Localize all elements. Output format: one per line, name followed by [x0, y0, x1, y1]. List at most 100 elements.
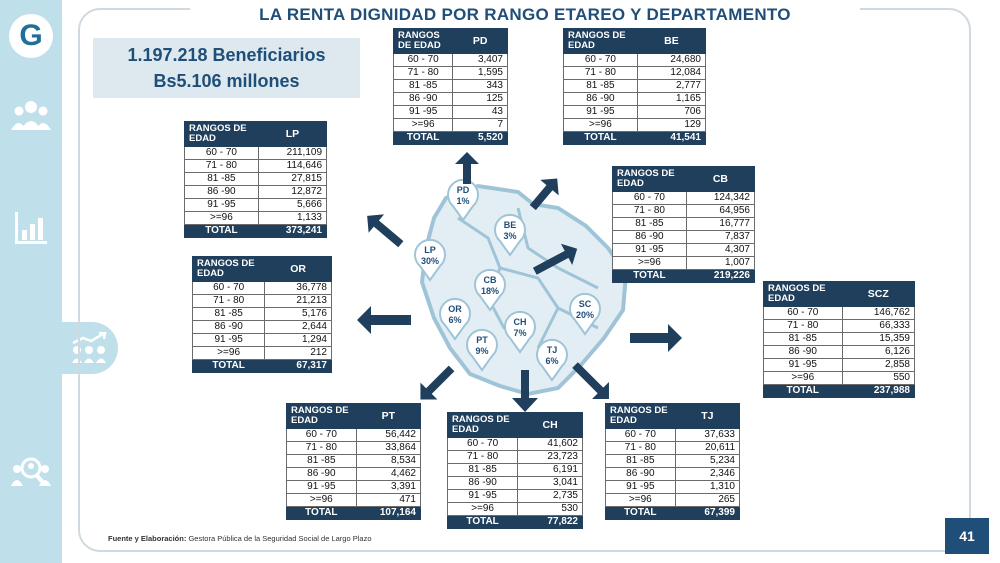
value-cell: 343: [452, 79, 508, 93]
column-header-department: CB: [685, 166, 756, 192]
value-cell: 6,191: [517, 463, 583, 477]
table-row: 81 -85 8,534: [286, 454, 422, 468]
value-cell: 211,109: [257, 146, 328, 160]
arrow-right-up-icon: [532, 243, 578, 275]
value-cell: 12,872: [257, 185, 328, 199]
table-row: 91 -95 1,310: [605, 480, 741, 494]
range-cell: 60 - 70: [563, 53, 638, 67]
bar-chart-icon[interactable]: [8, 205, 54, 251]
value-cell: 124,342: [685, 191, 756, 205]
table-row: 60 - 70 146,762: [763, 306, 916, 320]
marker-code: CB: [484, 275, 497, 285]
range-cell: 71 - 80: [392, 66, 454, 80]
total-row: TOTAL 5,520: [392, 131, 508, 145]
range-cell: 81 -85: [612, 217, 687, 231]
range-cell: 86 -90: [605, 467, 676, 481]
value-cell: 1,133: [257, 211, 328, 225]
value-cell: 23,723: [517, 450, 583, 464]
page-title: LA RENTA DIGNIDAD POR RANGO ETAREO Y DEP…: [190, 5, 860, 25]
source-note: Fuente y Elaboración: Gestora Pública de…: [108, 534, 372, 543]
total-row: TOTAL 373,241: [184, 224, 328, 238]
value-cell: 36,778: [264, 281, 332, 295]
map-marker-or: OR6%: [439, 297, 471, 341]
table-row: 60 - 70 124,342: [612, 191, 756, 205]
value-cell: 66,333: [841, 319, 916, 333]
value-cell: 24,680: [636, 53, 707, 67]
table-row: 81 -85 5,234: [605, 454, 741, 468]
map-marker-ch: CH7%: [504, 310, 536, 354]
range-cell: 71 - 80: [763, 319, 843, 333]
arrow-up-icon: [455, 152, 479, 184]
map-marker-be: BE3%: [494, 213, 526, 257]
total-row: TOTAL 67,399: [605, 506, 741, 520]
range-cell: >=96: [184, 211, 259, 225]
table-row: 91 -95 706: [563, 105, 707, 119]
range-cell: 86 -90: [191, 320, 266, 334]
table-row: 86 -90 4,462: [286, 467, 422, 481]
table-row: >=96 7: [392, 118, 508, 132]
range-cell: 86 -90: [763, 345, 843, 359]
value-cell: 1,310: [674, 480, 741, 494]
logo[interactable]: G: [9, 14, 53, 58]
value-cell: 471: [355, 493, 422, 507]
arrow-down-icon: [512, 370, 538, 412]
page-number: 41: [945, 518, 989, 554]
range-cell: 71 - 80: [184, 159, 259, 173]
table-row: 91 -95 5,666: [184, 198, 328, 212]
value-cell: 27,815: [257, 172, 328, 186]
range-cell: 91 -95: [763, 358, 843, 372]
range-cell: 81 -85: [286, 454, 357, 468]
column-header-range: RANGOS DE EDAD: [392, 28, 454, 54]
range-cell: 91 -95: [286, 480, 357, 494]
value-cell: 37,633: [674, 428, 741, 442]
range-cell: 71 - 80: [563, 66, 638, 80]
value-cell: 2,735: [517, 489, 583, 503]
column-header-department: BE: [636, 28, 707, 54]
value-cell: 265: [674, 493, 741, 507]
people-group-icon[interactable]: [8, 92, 54, 138]
table-row: 91 -95 3,391: [286, 480, 422, 494]
column-header-department: LP: [257, 121, 328, 147]
summary-box: 1.197.218 Beneficiarios Bs5.106 millones: [93, 38, 360, 98]
table-row: 86 -90 12,872: [184, 185, 328, 199]
map-marker-tj: TJ6%: [536, 338, 568, 382]
column-header-range: RANGOS DE EDAD: [286, 403, 357, 429]
table-row: 60 - 70 36,778: [191, 281, 332, 295]
search-people-icon[interactable]: [8, 448, 54, 494]
value-cell: 15,359: [841, 332, 916, 346]
value-cell: 4,462: [355, 467, 422, 481]
value-cell: 2,858: [841, 358, 916, 372]
table-row: 71 - 80 21,213: [191, 294, 332, 308]
table-pd: RANGOS DE EDAD PD 60 - 70 3,407 71 - 80 1,595…: [392, 28, 508, 145]
marker-code: TJ: [547, 345, 558, 355]
marker-code: OR: [448, 304, 462, 314]
table-row: >=96 265: [605, 493, 741, 507]
range-cell: >=96: [191, 346, 266, 360]
value-cell: 3,407: [452, 53, 508, 67]
value-cell: 146,762: [841, 306, 916, 320]
table-row: 86 -90 2,346: [605, 467, 741, 481]
marker-code: CH: [514, 317, 527, 327]
table-row: 60 - 70 24,680: [563, 53, 707, 67]
range-cell: 91 -95: [191, 333, 266, 347]
marker-percent: 18%: [481, 286, 499, 296]
column-header-range: RANGOS DE EDAD: [563, 28, 638, 54]
range-cell: 91 -95: [392, 105, 454, 119]
table-row: 60 - 70 41,602: [446, 437, 583, 451]
table-row: 60 - 70 211,109: [184, 146, 328, 160]
total-label: TOTAL: [191, 359, 266, 373]
arrow-down-right-icon: [572, 362, 609, 399]
marker-percent: 30%: [421, 256, 439, 266]
column-header-department: TJ: [674, 403, 741, 429]
table-ch: RANGOS DE EDAD CH 60 - 70 41,602 71 - 80 23,7…: [446, 412, 583, 529]
total-value: 67,399: [674, 506, 741, 520]
range-cell: 86 -90: [286, 467, 357, 481]
range-cell: 91 -95: [184, 198, 259, 212]
total-row: TOTAL 107,164: [286, 506, 422, 520]
value-cell: 1,595: [452, 66, 508, 80]
table-row: >=96 550: [763, 371, 916, 385]
total-value: 219,226: [685, 269, 756, 283]
